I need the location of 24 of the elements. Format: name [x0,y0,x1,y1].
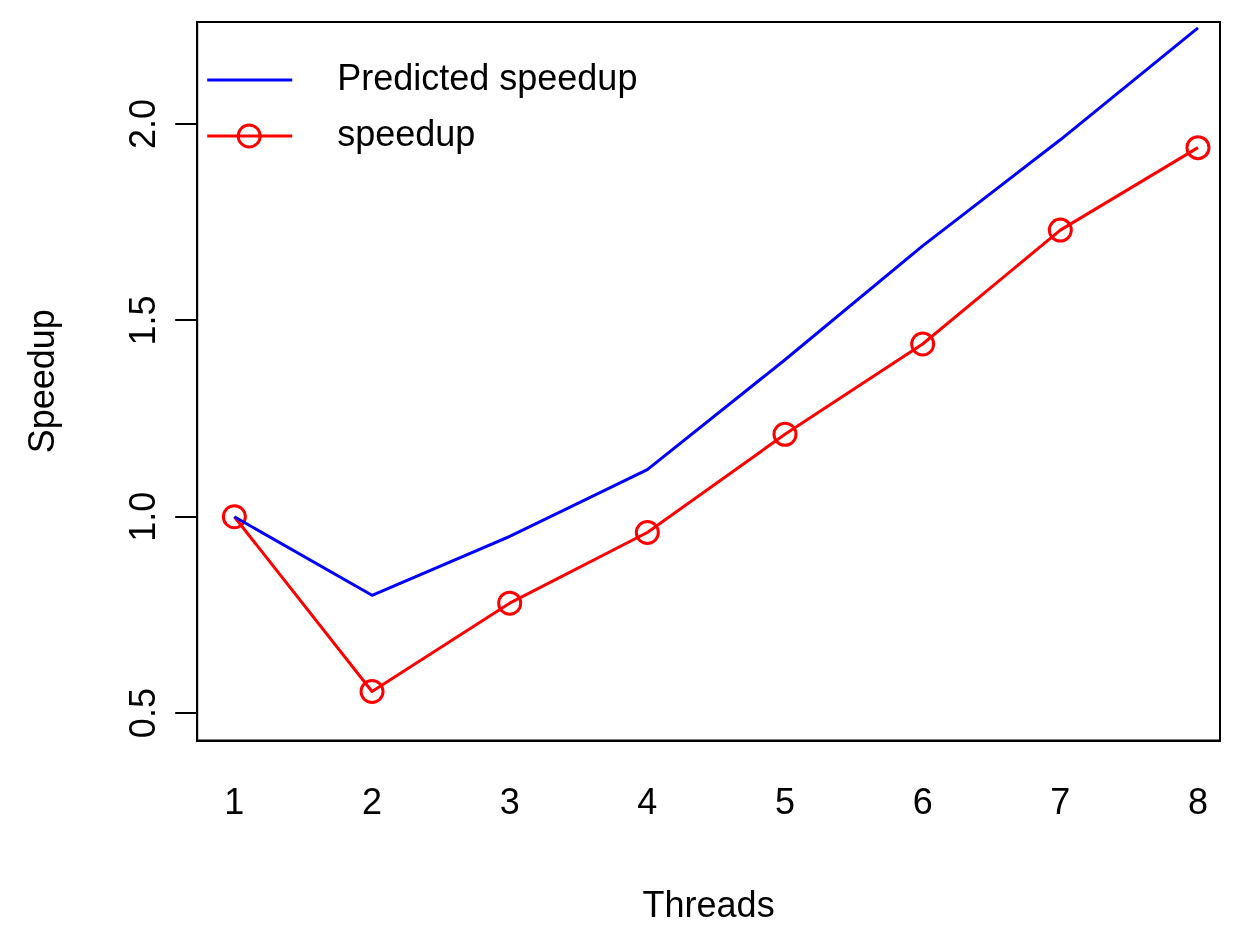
point [910,331,936,357]
x-tick-label: 1 [224,781,245,823]
point [772,421,798,447]
y-tick-label: 0.5 [122,688,164,739]
y-axis-title: Speedup [20,309,62,454]
point [1185,135,1211,161]
x-tick-label: 3 [499,781,520,823]
y-tick-label: 1.0 [122,491,164,542]
point [1047,217,1073,243]
x-tick-label: 7 [1050,781,1071,823]
legend-label: Predicted speedup [337,56,638,98]
point [359,679,385,705]
y-tick-label: 2.0 [122,99,164,150]
point [497,590,523,616]
point [634,519,660,545]
x-tick-label: 2 [362,781,383,823]
x-tick-label: 5 [774,781,796,823]
x-tick-label: 6 [912,781,933,823]
x-axis-title: Threads [642,884,775,926]
point [221,504,247,530]
legend-label: speedup [337,112,476,154]
y-tick-label: 1.5 [122,295,164,346]
x-tick-label: 4 [637,781,658,823]
x-tick-label: 8 [1187,781,1208,823]
